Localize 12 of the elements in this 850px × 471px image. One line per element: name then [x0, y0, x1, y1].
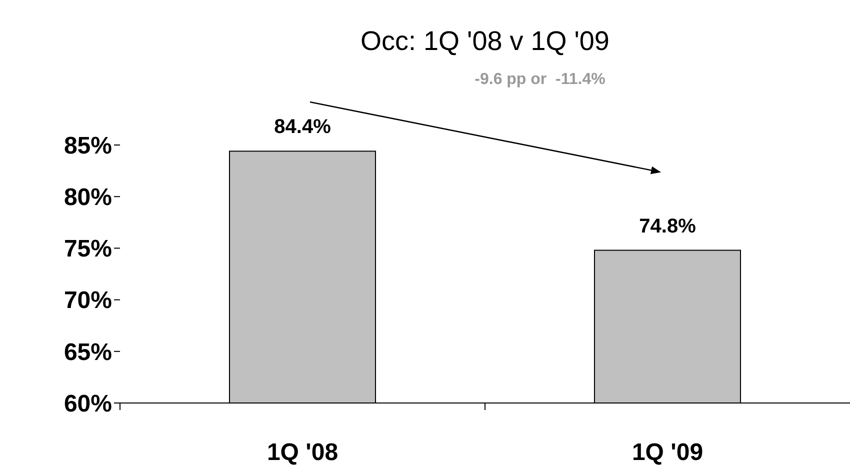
- data-label: 74.8%: [639, 215, 696, 238]
- y-tick-label: 60%: [64, 390, 112, 418]
- y-tick-label: 85%: [64, 132, 112, 160]
- y-tick-label: 75%: [64, 236, 112, 263]
- y-tick-label: 70%: [64, 287, 112, 314]
- y-tick-label: 65%: [64, 338, 112, 366]
- x-tick-label: 1Q '08: [266, 439, 338, 466]
- data-label: 84.4%: [274, 116, 332, 138]
- chart-title: Occ: 1Q '08 v 1Q '09: [360, 26, 610, 56]
- text: -9.6 pp or -11.4%: [474, 71, 606, 88]
- y-tick-label: 80%: [64, 184, 112, 211]
- x-tick-label: 1Q '09: [632, 439, 704, 466]
